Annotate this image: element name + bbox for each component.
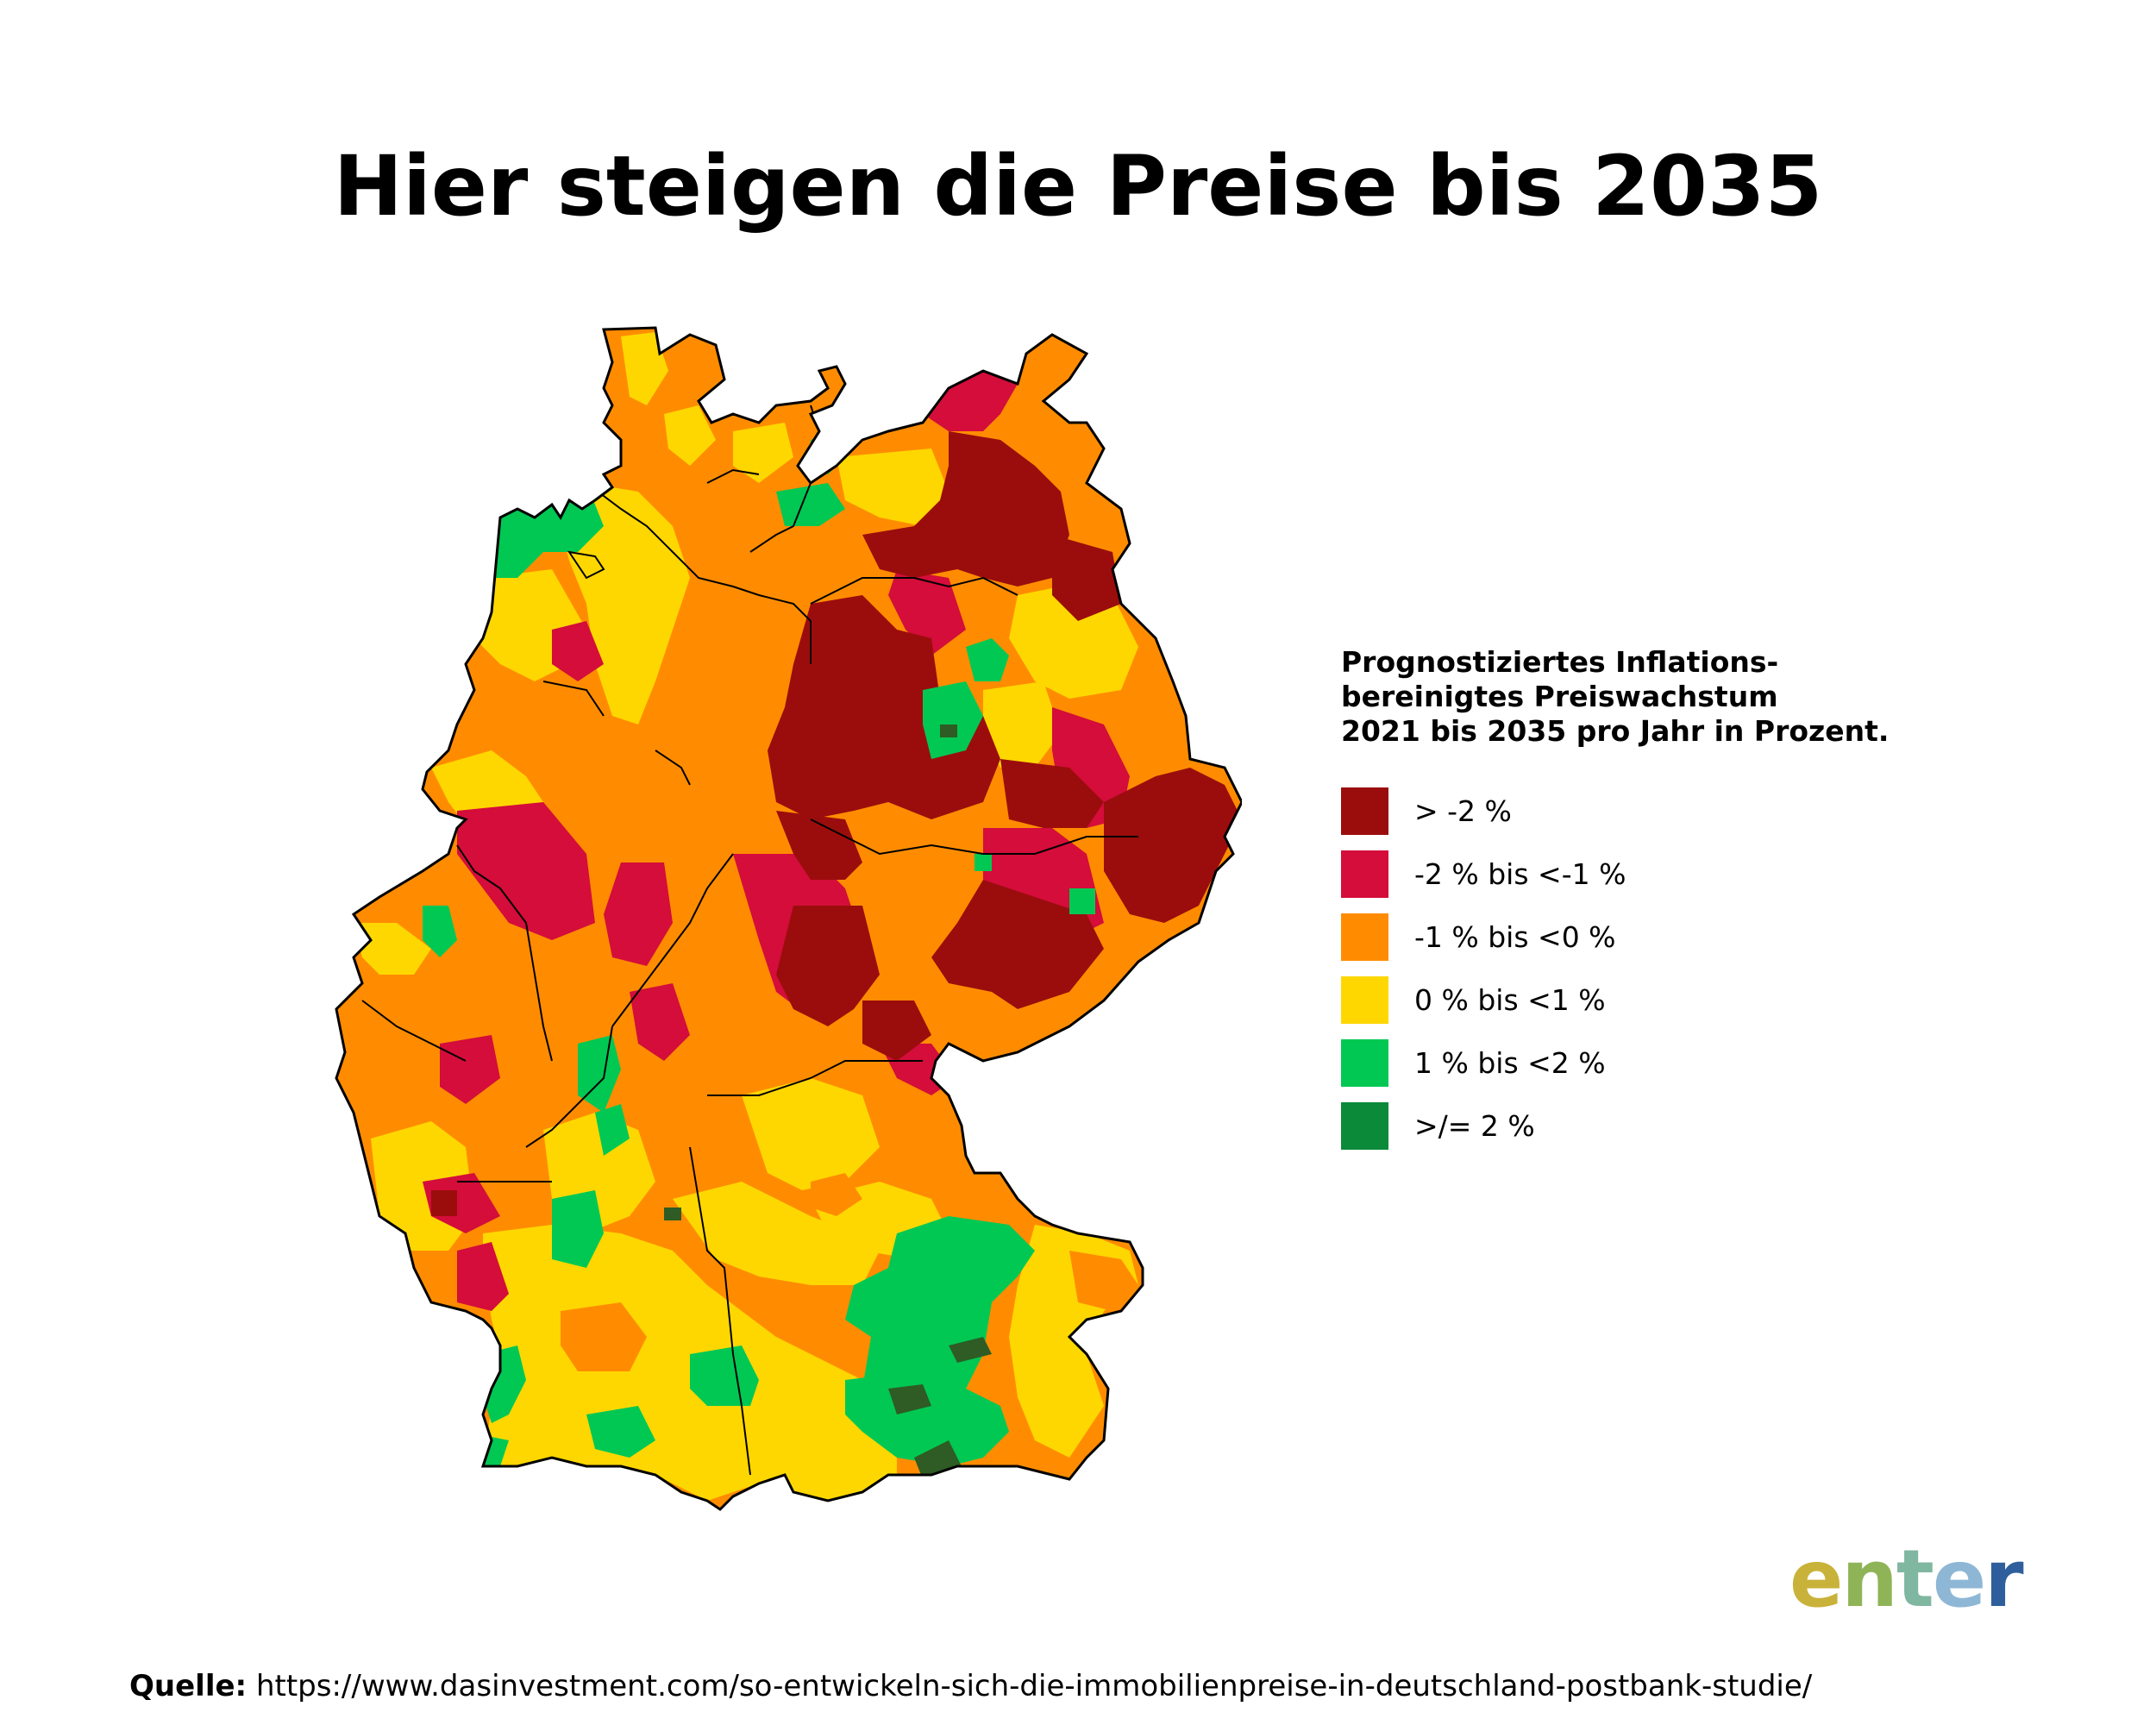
legend-swatch	[1341, 1101, 1388, 1150]
legend-label: -1 % bis <0 %	[1414, 919, 1616, 954]
legend-items: > -2 % -2 % bis <-1 % -1 % bis <0 % 0 % …	[1341, 787, 1945, 1150]
germany-choropleth-map	[328, 319, 1242, 1518]
logo-letter: e	[1932, 1533, 1986, 1625]
map-legend: Prognostiziertes Inflations- bereinigtes…	[1341, 645, 1945, 1165]
legend-swatch	[1341, 913, 1388, 961]
source-label: Quelle:	[129, 1669, 248, 1703]
legend-title-line: 2021 bis 2035 pro Jahr in Prozent.	[1341, 714, 1890, 748]
source-url[interactable]: https://www.dasinvestment.com/so-entwick…	[255, 1669, 1813, 1703]
legend-item: > -2 %	[1341, 787, 1945, 835]
logo-letter: r	[1984, 1533, 2023, 1625]
legend-label: 1 % bis <2 %	[1414, 1045, 1606, 1080]
legend-label: -2 % bis <-1 %	[1414, 856, 1626, 891]
logo-letter: n	[1841, 1533, 1897, 1625]
legend-title-line: Prognostiziertes Inflations-	[1341, 645, 1779, 679]
logo-letter: e	[1789, 1533, 1843, 1625]
page-title: Hier steigen die Preise bis 2035	[333, 138, 1823, 235]
legend-item: 1 % bis <2 %	[1341, 1038, 1945, 1087]
legend-item: 0 % bis <1 %	[1341, 975, 1945, 1024]
enter-logo: enter	[1789, 1533, 2024, 1625]
legend-label: >/= 2 %	[1414, 1108, 1535, 1143]
logo-letter: t	[1896, 1533, 1934, 1625]
legend-swatch	[1341, 850, 1388, 898]
legend-item: >/= 2 %	[1341, 1101, 1945, 1150]
legend-label: > -2 %	[1414, 794, 1512, 828]
legend-item: -2 % bis <-1 %	[1341, 850, 1945, 898]
legend-swatch	[1341, 787, 1388, 835]
legend-title: Prognostiziertes Inflations- bereinigtes…	[1341, 645, 1945, 749]
legend-swatch	[1341, 975, 1388, 1024]
source-line: Quelle: https://www.dasinvestment.com/so…	[129, 1669, 1812, 1703]
legend-swatch	[1341, 1038, 1388, 1087]
legend-label: 0 % bis <1 %	[1414, 982, 1606, 1017]
legend-title-line: bereinigtes Preiswachstum	[1341, 680, 1778, 713]
legend-item: -1 % bis <0 %	[1341, 913, 1945, 961]
